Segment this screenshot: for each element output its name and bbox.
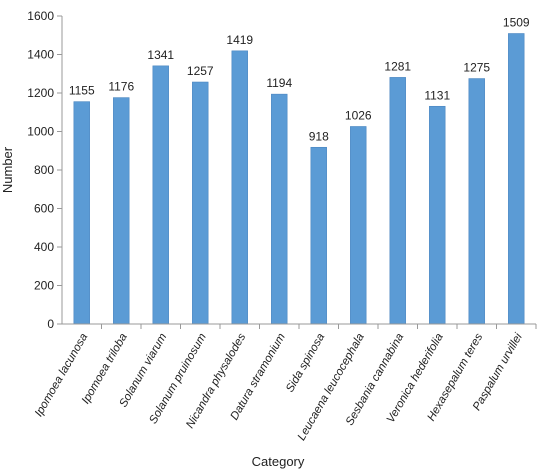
- data-label: 1257: [187, 64, 214, 78]
- y-tick-label: 200: [34, 279, 54, 293]
- y-tick-label: 1400: [27, 48, 54, 62]
- y-tick-label: 0: [47, 317, 54, 331]
- bar: [231, 50, 248, 325]
- data-label: 1194: [266, 76, 292, 90]
- bar: [508, 33, 525, 325]
- data-label: 1281: [384, 59, 411, 73]
- data-label: 1509: [503, 16, 530, 30]
- bar: [389, 77, 406, 325]
- bar: [152, 65, 169, 325]
- bar: [192, 81, 209, 325]
- data-label: 1419: [226, 33, 253, 47]
- bar: [271, 93, 288, 325]
- y-tick-label: 600: [34, 202, 54, 216]
- data-label: 1131: [424, 88, 450, 102]
- data-label: 1155: [69, 84, 95, 98]
- y-axis: 0 200 400 600 800 1000 1200 1400 1600: [27, 9, 63, 331]
- y-tick-label: 1200: [27, 86, 54, 100]
- bar: [350, 126, 367, 325]
- y-tick-label: 400: [34, 240, 54, 254]
- bar: [113, 97, 130, 325]
- x-tick-label: Ipomoea lacunosa: [33, 332, 90, 419]
- x-tick-label: Sida spinosa: [284, 332, 327, 395]
- bar: [73, 101, 90, 325]
- y-tick-label: 1600: [27, 9, 54, 23]
- data-label: 918: [309, 129, 329, 143]
- y-tick-label: 1000: [27, 125, 54, 139]
- bar: [310, 146, 327, 325]
- bars: 1155 1176 1341 1257 1419 1194 918 1026 1281 1131 1…: [69, 16, 530, 325]
- y-tick-label: 800: [34, 163, 54, 177]
- data-label: 1176: [108, 80, 134, 94]
- bar: [429, 105, 446, 325]
- data-label: 1275: [463, 61, 490, 75]
- bar: [468, 78, 485, 325]
- y-axis-title: Number: [0, 146, 15, 193]
- data-label: 1026: [345, 108, 372, 122]
- x-axis-title: Category: [252, 454, 305, 469]
- data-label: 1341: [147, 48, 174, 62]
